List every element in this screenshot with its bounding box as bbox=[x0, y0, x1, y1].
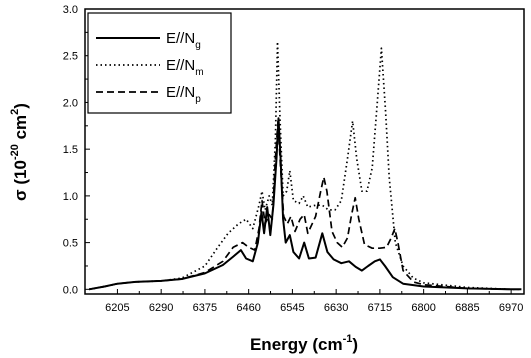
x-axis-title-tail: ) bbox=[352, 335, 358, 354]
x-tick-label: 6970 bbox=[499, 302, 523, 314]
x-tick-label: 6715 bbox=[368, 302, 392, 314]
x-tick-label: 6460 bbox=[236, 302, 260, 314]
legend-label-g: E//Ng bbox=[166, 30, 201, 51]
y-axis-title-pre: σ (10 bbox=[11, 160, 30, 201]
legend: E//Ng E//Nm E//Np bbox=[87, 12, 232, 114]
y-tick-label: 1.5 bbox=[63, 144, 78, 156]
series-line-EN-g bbox=[88, 117, 522, 291]
x-tick-label: 6290 bbox=[149, 302, 173, 314]
series-layer bbox=[88, 40, 522, 291]
y-tick-label: 3.0 bbox=[63, 4, 78, 16]
y-axis-ticks: 0.0 0.5 1.0 1.5 2.0 2.5 3.0 bbox=[63, 4, 90, 296]
x-tick-label: 6885 bbox=[455, 302, 479, 314]
y-tick-label: 2.0 bbox=[63, 97, 78, 109]
y-axis-title-sup2: 2 bbox=[9, 109, 21, 115]
y-axis-title-tail: ) bbox=[11, 103, 30, 109]
series-line-EN-p bbox=[88, 120, 522, 291]
y-axis-title-sup1: -20 bbox=[9, 144, 21, 160]
y-tick-label: 0.5 bbox=[63, 238, 78, 250]
y-axis-title: σ (10-20 cm2) bbox=[9, 103, 30, 201]
legend-items: E//Ng E//Nm E//Np bbox=[96, 30, 204, 105]
x-axis-title: Energy (cm-1) bbox=[250, 333, 358, 354]
x-tick-label: 6375 bbox=[193, 302, 217, 314]
x-axis-title-sup: -1 bbox=[343, 333, 353, 345]
x-tick-label: 6630 bbox=[324, 302, 348, 314]
x-axis-title-main: Energy (cm bbox=[250, 335, 343, 354]
y-tick-label: 0.0 bbox=[63, 284, 78, 296]
y-tick-label: 2.5 bbox=[63, 51, 78, 63]
x-axis-ticks: 6205 6290 6375 6460 6545 6630 6715 6800 6885 6970 bbox=[105, 289, 523, 314]
series-line-EN-m bbox=[88, 40, 522, 291]
x-tick-label: 6545 bbox=[280, 302, 304, 314]
legend-box bbox=[87, 12, 232, 114]
plot-frame bbox=[84, 8, 525, 295]
legend-label-p: E//Np bbox=[166, 84, 201, 105]
y-tick-label: 1.0 bbox=[63, 191, 78, 203]
y-axis-title-mid: cm bbox=[11, 115, 30, 144]
legend-label-m: E//Nm bbox=[166, 57, 204, 78]
x-tick-label: 6800 bbox=[411, 302, 435, 314]
x-tick-label: 6205 bbox=[105, 302, 129, 314]
